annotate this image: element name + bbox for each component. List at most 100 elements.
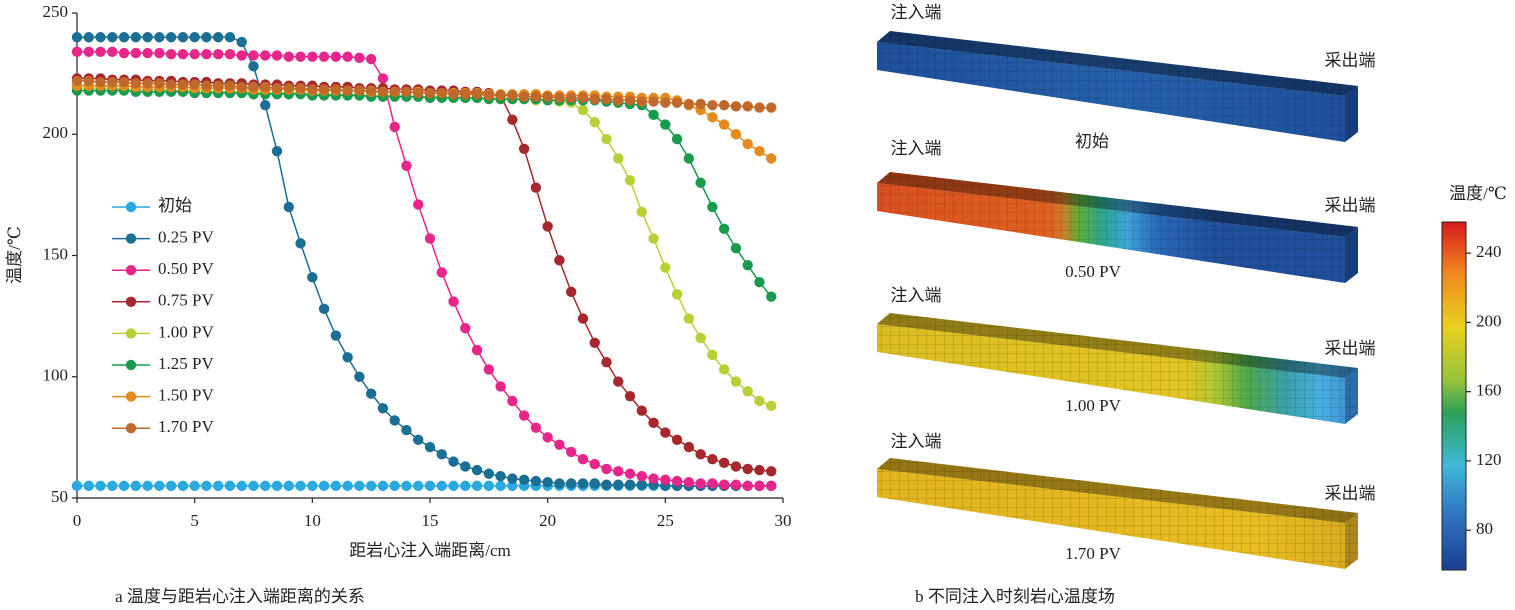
data-point	[766, 153, 777, 164]
data-point	[213, 49, 224, 60]
data-point	[754, 102, 765, 113]
data-point	[624, 95, 636, 106]
data-point	[636, 96, 647, 107]
data-point	[165, 79, 177, 90]
data-point	[448, 480, 459, 492]
data-point	[307, 84, 318, 95]
caption-a: a 温度与距岩心注入端距离的关系	[115, 587, 365, 606]
data-point	[471, 480, 483, 492]
data-point	[260, 81, 271, 93]
data-point	[224, 80, 236, 91]
data-point	[365, 53, 377, 65]
data-point	[624, 468, 636, 479]
data-point	[330, 84, 342, 95]
data-point	[448, 456, 459, 467]
data-point	[718, 364, 730, 375]
legend-label: 0.75 PV	[158, 291, 214, 310]
data-point	[589, 93, 600, 105]
data-point	[671, 133, 683, 145]
data-point	[460, 89, 471, 100]
data-point	[754, 464, 765, 476]
data-point	[636, 479, 647, 490]
data-point	[766, 466, 777, 477]
data-point	[695, 478, 706, 489]
data-point	[95, 76, 106, 88]
colorbar-tick-label: 240	[1476, 242, 1502, 261]
data-point	[295, 82, 306, 94]
data-point	[730, 243, 742, 254]
data-point	[718, 479, 730, 490]
data-point	[342, 51, 353, 62]
legend-label: 1.50 PV	[158, 386, 214, 405]
data-point	[577, 478, 589, 489]
y-tick-label: 200	[43, 123, 69, 142]
data-point	[507, 114, 518, 125]
data-point	[483, 364, 495, 375]
data-point	[154, 78, 165, 89]
data-point	[248, 50, 259, 61]
data-point	[165, 49, 177, 60]
data-point	[295, 480, 306, 492]
data-point	[518, 143, 530, 154]
data-point	[401, 424, 412, 436]
data-point	[389, 415, 400, 426]
data-point	[613, 153, 624, 164]
outlet-label: 采出端	[1325, 339, 1376, 358]
legend-label: 1.70 PV	[158, 417, 214, 436]
data-point	[424, 441, 436, 453]
data-point	[554, 255, 565, 266]
data-point	[483, 90, 495, 101]
data-point	[613, 479, 624, 490]
legend-marker	[125, 296, 137, 307]
data-point	[107, 480, 118, 492]
data-point	[542, 221, 553, 232]
data-point	[271, 82, 283, 94]
data-point	[213, 80, 224, 91]
data-point	[271, 50, 283, 61]
data-point	[307, 480, 318, 492]
data-point	[260, 480, 271, 492]
data-point	[601, 479, 612, 490]
x-tick-label: 30	[775, 511, 792, 530]
data-point	[742, 101, 753, 112]
data-point	[189, 79, 200, 90]
data-point	[483, 468, 495, 479]
data-point	[624, 390, 636, 402]
data-point	[213, 480, 224, 492]
data-point	[354, 85, 365, 96]
data-point	[730, 129, 742, 140]
data-point	[118, 47, 130, 59]
data-point	[118, 480, 130, 492]
data-point	[589, 458, 600, 470]
data-point	[189, 480, 200, 492]
colorbar-tick-label: 80	[1476, 519, 1493, 538]
data-point	[424, 233, 436, 244]
data-point	[448, 89, 459, 100]
data-point	[436, 449, 447, 460]
data-point	[342, 352, 353, 363]
data-point	[754, 480, 765, 492]
data-point	[648, 96, 659, 107]
data-point	[377, 73, 389, 84]
data-point	[71, 480, 83, 492]
data-point	[671, 97, 683, 108]
data-point	[224, 32, 236, 43]
data-point	[142, 480, 153, 492]
legend-label: 初始	[158, 196, 192, 215]
data-point	[342, 85, 353, 96]
legend-label: 1.25 PV	[158, 354, 214, 373]
inlet-label: 注入端	[891, 286, 942, 305]
data-point	[201, 80, 212, 91]
data-point	[236, 480, 247, 492]
data-point	[624, 479, 636, 490]
data-point	[507, 480, 518, 492]
legend-marker	[125, 359, 137, 371]
data-point	[142, 78, 153, 89]
data-point	[354, 52, 365, 64]
data-point	[648, 233, 659, 244]
data-point	[707, 454, 718, 465]
data-point	[671, 434, 683, 445]
data-point	[495, 480, 506, 492]
data-point	[413, 480, 424, 492]
